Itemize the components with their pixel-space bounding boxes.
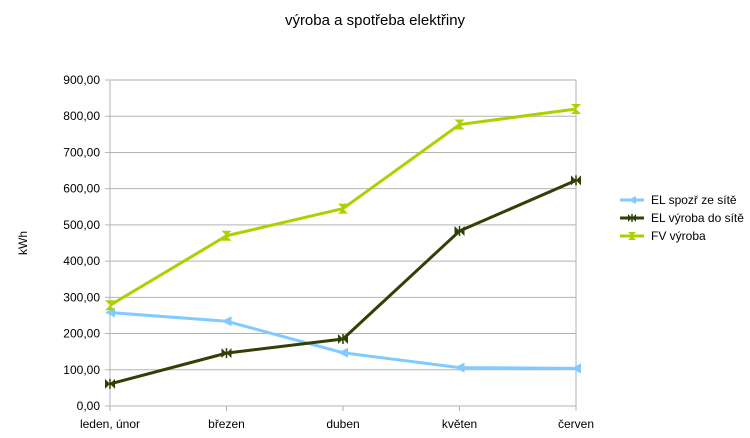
- data-point-marker: [571, 103, 581, 114]
- legend-item: FV výroba: [620, 229, 706, 243]
- y-tick-label: 100,00: [63, 363, 100, 377]
- series-2: [105, 175, 581, 389]
- data-point-marker: [628, 196, 636, 204]
- data-point-marker: [454, 119, 465, 130]
- legend-item: EL spozř ze sítě: [620, 193, 737, 207]
- y-axis-label: kWh: [16, 231, 30, 255]
- data-point-marker: [221, 230, 232, 241]
- y-tick-label: 700,00: [63, 145, 100, 159]
- y-tick-label: 0,00: [77, 399, 101, 413]
- data-point-marker: [571, 175, 581, 186]
- series-3: [105, 103, 581, 311]
- x-tick-label: květen: [442, 417, 477, 431]
- data-point-marker: [571, 363, 581, 374]
- y-tick-label: 500,00: [63, 218, 100, 232]
- y-tick-label: 300,00: [63, 290, 100, 304]
- series-1: [105, 307, 581, 374]
- x-tick-label: červen: [558, 417, 594, 431]
- data-point-marker: [454, 226, 465, 237]
- x-tick-label: leden, únor: [80, 417, 140, 431]
- y-tick-label: 900,00: [63, 73, 100, 87]
- data-point-marker: [628, 232, 636, 240]
- y-tick-label: 600,00: [63, 182, 100, 196]
- data-point-marker: [221, 316, 232, 327]
- x-tick-label: duben: [326, 417, 359, 431]
- data-point-marker: [105, 378, 115, 389]
- data-point-marker: [338, 333, 348, 344]
- data-point-marker: [338, 203, 348, 214]
- data-point-marker: [105, 300, 115, 311]
- x-tick-label: březen: [208, 417, 245, 431]
- y-tick-label: 800,00: [63, 109, 100, 123]
- legend-label: FV výroba: [651, 229, 706, 243]
- data-point-marker: [221, 348, 232, 359]
- data-point-marker: [454, 362, 465, 373]
- data-point-marker: [628, 214, 636, 222]
- legend-item: EL výroba do sítě: [620, 211, 744, 225]
- legend-label: EL výroba do sítě: [651, 211, 744, 225]
- chart-title: výroba a spotřeba elektřiny: [285, 12, 466, 29]
- data-point-marker: [338, 347, 348, 358]
- y-tick-label: 400,00: [63, 254, 100, 268]
- legend-label: EL spozř ze sítě: [651, 193, 737, 207]
- y-tick-label: 200,00: [63, 327, 100, 341]
